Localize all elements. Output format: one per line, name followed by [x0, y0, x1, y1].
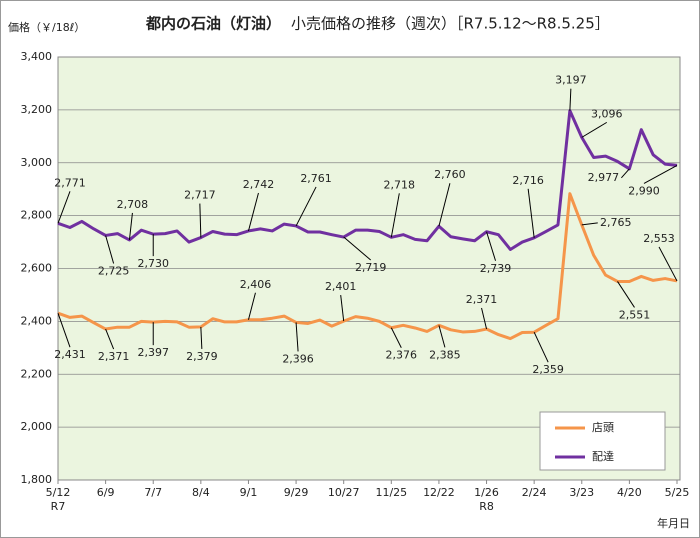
x-axis-label: 年月日 — [657, 516, 690, 530]
data-label: 2,718 — [384, 178, 416, 191]
leader-line — [200, 326, 203, 349]
data-label: 2,719 — [355, 261, 387, 274]
x-tick-sublabel: R7 — [51, 500, 66, 513]
x-tick-label: 7/7 — [144, 486, 162, 499]
data-label: 3,197 — [555, 74, 587, 87]
leader-line — [438, 325, 446, 348]
legend-box — [539, 411, 666, 471]
x-tick-label: 12/22 — [423, 486, 455, 499]
data-label: 2,371 — [98, 350, 130, 363]
leader-line — [340, 295, 345, 322]
y-tick-label: 2,600 — [21, 262, 53, 275]
series-line — [57, 192, 678, 341]
x-tick-label: 2/24 — [522, 486, 547, 499]
x-tick-label: 9/1 — [240, 486, 258, 499]
leader-line — [295, 322, 299, 352]
leader-line — [295, 186, 317, 227]
data-label: 2,397 — [137, 346, 169, 359]
leader-line — [390, 193, 400, 238]
data-label: 2,401 — [325, 280, 357, 293]
data-label: 2,977 — [588, 171, 620, 184]
data-label: 2,742 — [243, 178, 275, 191]
leader-line — [658, 246, 678, 282]
data-label: 2,730 — [137, 257, 169, 270]
leader-line — [481, 307, 488, 330]
leader-line — [57, 191, 71, 224]
y-tick-label: 1,800 — [21, 473, 53, 486]
data-label: 2,385 — [429, 348, 461, 361]
leader-line — [57, 313, 71, 348]
data-label: 2,771 — [54, 176, 86, 189]
data-label: 2,708 — [117, 198, 149, 211]
x-tick-label: 8/4 — [192, 486, 210, 499]
x-tick-sublabel: R8 — [479, 500, 494, 513]
x-tick-label: 6/9 — [97, 486, 115, 499]
y-axis-label: 価格（￥/18ℓ） — [8, 20, 85, 34]
data-label: 2,553 — [643, 232, 675, 245]
leader-line — [581, 121, 608, 138]
leader-line — [581, 222, 598, 226]
x-tick-label: 1/26 — [474, 486, 499, 499]
leader-line — [527, 188, 535, 238]
leader-line — [105, 328, 115, 350]
x-tick-label: 5/12 — [46, 486, 71, 499]
data-label: 2,990 — [628, 184, 660, 197]
y-tick-label: 2,400 — [21, 314, 53, 327]
data-label: 2,371 — [466, 293, 498, 306]
data-label: 2,761 — [300, 172, 332, 185]
leader-line — [486, 231, 497, 261]
leader-line — [643, 164, 678, 184]
y-tick-label: 2,800 — [21, 209, 53, 222]
leader-line — [247, 292, 256, 320]
leader-line — [128, 212, 133, 241]
data-label: 2,725 — [98, 264, 130, 277]
y-tick-label: 3,000 — [21, 156, 53, 169]
leader-line — [105, 235, 115, 264]
data-label: 2,716 — [512, 174, 544, 187]
data-label: 2,765 — [600, 216, 632, 229]
data-label: 2,379 — [186, 350, 218, 363]
leader-line — [617, 281, 635, 308]
leader-line — [533, 332, 549, 363]
legend-label: 店頭 — [592, 420, 614, 434]
x-tick-label: 11/25 — [375, 486, 407, 499]
data-label: 2,376 — [386, 349, 418, 362]
y-tick-label: 3,400 — [21, 50, 53, 63]
y-tick-label: 3,200 — [21, 103, 53, 116]
data-label: 2,760 — [434, 168, 466, 181]
data-label: 3,096 — [591, 107, 623, 120]
leader-line — [438, 183, 451, 227]
data-label: 2,739 — [480, 262, 512, 275]
leader-line — [247, 192, 259, 232]
x-tick-label: 10/27 — [328, 486, 360, 499]
data-label: 2,551 — [619, 308, 651, 321]
chart-title: 都内の石油（灯油） — [145, 15, 281, 33]
leader-line — [569, 88, 572, 111]
x-tick-label: 3/23 — [569, 486, 594, 499]
data-label: 2,431 — [54, 348, 86, 361]
x-tick-label: 9/29 — [284, 486, 309, 499]
data-label: 2,396 — [282, 352, 314, 365]
chart-subtitle: 小売価格の推移（週次）［R7.5.12～R8.5.25］ — [291, 15, 610, 33]
x-tick-label: 5/25 — [665, 486, 690, 499]
data-label: 2,359 — [532, 363, 564, 376]
leader-line — [199, 203, 202, 238]
y-tick-label: 2,000 — [21, 420, 53, 433]
legend-label: 配達 — [592, 450, 614, 463]
x-tick-label: 4/20 — [617, 486, 642, 499]
data-label: 2,406 — [240, 278, 272, 291]
leader-line — [621, 168, 630, 179]
data-label: 2,717 — [184, 189, 216, 202]
y-tick-label: 2,200 — [21, 367, 53, 380]
series-line — [57, 109, 678, 251]
leader-line — [390, 327, 402, 348]
leader-line — [343, 236, 372, 261]
